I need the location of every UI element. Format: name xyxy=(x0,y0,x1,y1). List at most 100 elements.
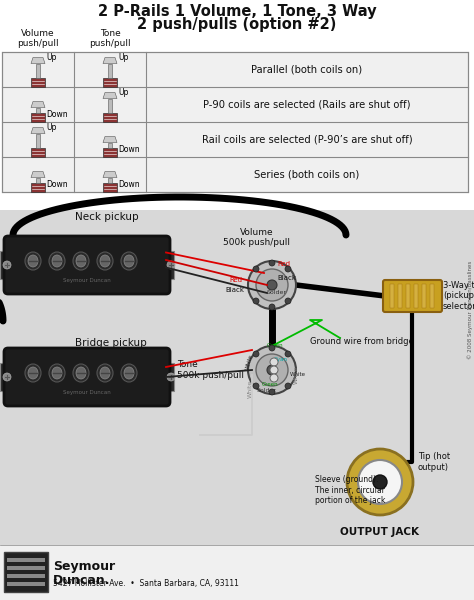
Circle shape xyxy=(270,374,278,382)
Text: Down: Down xyxy=(46,180,68,189)
Polygon shape xyxy=(31,172,45,178)
Ellipse shape xyxy=(121,252,137,270)
Text: White: White xyxy=(245,353,254,370)
Bar xyxy=(103,77,117,86)
Circle shape xyxy=(270,358,278,366)
Text: Green: Green xyxy=(267,343,283,348)
Circle shape xyxy=(269,345,275,351)
Text: Up: Up xyxy=(118,88,128,97)
Bar xyxy=(406,284,410,308)
Ellipse shape xyxy=(28,367,38,379)
Text: Volume
push/pull: Volume push/pull xyxy=(17,29,59,49)
Bar xyxy=(108,178,112,182)
Bar xyxy=(0,251,12,279)
Text: Green: Green xyxy=(262,382,278,387)
Text: White: White xyxy=(290,373,306,377)
Bar xyxy=(36,133,40,148)
Text: Black: Black xyxy=(277,275,296,281)
Text: Tone
500k push/pull: Tone 500k push/pull xyxy=(177,360,244,380)
Text: Solder: Solder xyxy=(257,388,277,393)
Polygon shape xyxy=(31,58,45,64)
Text: Up: Up xyxy=(118,53,128,62)
Text: Down: Down xyxy=(46,110,68,119)
Text: 3-Way toggle
(pickup
selector): 3-Way toggle (pickup selector) xyxy=(443,281,474,311)
Ellipse shape xyxy=(28,255,38,267)
Text: Cyan: Cyan xyxy=(274,358,288,362)
Text: Parallel (both coils on): Parallel (both coils on) xyxy=(251,64,363,74)
Ellipse shape xyxy=(49,364,65,382)
Text: Ground wire from bridge: Ground wire from bridge xyxy=(310,337,414,346)
Circle shape xyxy=(373,475,387,489)
Bar xyxy=(0,363,12,391)
Ellipse shape xyxy=(124,367,134,379)
Ellipse shape xyxy=(97,252,113,270)
Circle shape xyxy=(358,460,402,504)
Bar xyxy=(162,251,174,279)
Text: P-90 coils are selected (Rails are shut off): P-90 coils are selected (Rails are shut … xyxy=(203,100,411,109)
Bar xyxy=(7,574,45,578)
Text: Neck pickup: Neck pickup xyxy=(75,212,138,222)
Ellipse shape xyxy=(124,255,134,267)
Bar xyxy=(31,77,45,86)
Bar xyxy=(103,113,117,121)
Ellipse shape xyxy=(100,367,110,379)
Bar xyxy=(7,566,45,570)
Text: Seymour Duncan: Seymour Duncan xyxy=(63,390,111,395)
Bar xyxy=(390,284,394,308)
Text: Tip (hot
output): Tip (hot output) xyxy=(418,452,450,472)
Bar xyxy=(108,64,112,77)
Bar xyxy=(36,64,40,77)
Bar xyxy=(108,98,112,113)
Circle shape xyxy=(285,266,291,272)
Bar xyxy=(108,142,112,148)
Text: Red: Red xyxy=(229,277,242,283)
Ellipse shape xyxy=(73,364,89,382)
Bar xyxy=(398,284,402,308)
Bar xyxy=(414,284,418,308)
Circle shape xyxy=(267,365,277,375)
Circle shape xyxy=(248,346,296,394)
Circle shape xyxy=(3,261,11,269)
Ellipse shape xyxy=(121,364,137,382)
Ellipse shape xyxy=(73,252,89,270)
Bar xyxy=(36,107,40,113)
Text: Sleeve (ground).
The inner, circular
portion of the jack: Sleeve (ground). The inner, circular por… xyxy=(315,475,385,505)
Bar xyxy=(7,558,45,562)
Text: Black: Black xyxy=(225,287,244,293)
Text: Seymour: Seymour xyxy=(53,560,115,573)
Circle shape xyxy=(269,260,275,266)
Bar xyxy=(31,113,45,121)
Ellipse shape xyxy=(49,252,65,270)
Text: Down: Down xyxy=(118,180,140,189)
Circle shape xyxy=(3,373,11,381)
Text: Down: Down xyxy=(118,145,140,154)
FancyBboxPatch shape xyxy=(383,280,442,312)
Circle shape xyxy=(256,354,288,386)
Text: Up: Up xyxy=(46,123,56,132)
Polygon shape xyxy=(31,101,45,107)
Text: Red: Red xyxy=(277,261,290,267)
Bar xyxy=(0,0,474,210)
Text: Volume
500k push/pull: Volume 500k push/pull xyxy=(224,227,291,247)
Circle shape xyxy=(285,298,291,304)
Bar xyxy=(422,284,426,308)
Ellipse shape xyxy=(76,255,86,267)
Bar xyxy=(4,552,48,592)
Text: White: White xyxy=(294,366,299,384)
Circle shape xyxy=(248,261,296,309)
Text: Solder: Solder xyxy=(267,290,287,295)
Ellipse shape xyxy=(25,252,41,270)
Ellipse shape xyxy=(25,364,41,382)
Polygon shape xyxy=(31,127,45,133)
Polygon shape xyxy=(103,136,117,142)
Ellipse shape xyxy=(97,364,113,382)
Ellipse shape xyxy=(100,255,110,267)
Circle shape xyxy=(167,373,175,381)
Polygon shape xyxy=(103,58,117,64)
Circle shape xyxy=(253,383,259,389)
Bar xyxy=(2,52,468,192)
Text: White: White xyxy=(247,380,253,398)
Text: Duncan.: Duncan. xyxy=(53,574,110,587)
Text: Rail coils are selected (P-90’s are shut off): Rail coils are selected (P-90’s are shut… xyxy=(202,134,412,145)
Polygon shape xyxy=(103,172,117,178)
